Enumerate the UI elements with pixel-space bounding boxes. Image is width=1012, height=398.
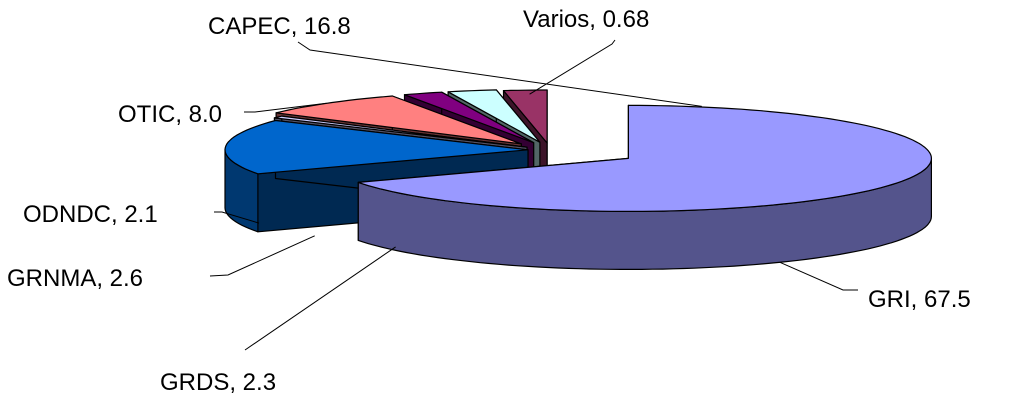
data-label-grnma: GRNMA, 2.6 [7, 265, 143, 292]
data-label-gri: GRI, 67.5 [868, 286, 971, 313]
slice-top-odndc [403, 91, 535, 144]
pie-slices [224, 89, 932, 270]
leader-line-capec [297, 41, 702, 107]
data-label-capec: CAPEC, 16.8 [208, 13, 351, 40]
slice-top-capec [224, 119, 529, 175]
leader-line-grnma [209, 235, 315, 277]
leader-line-otic [244, 102, 327, 113]
leader-line-odndc [214, 211, 260, 224]
slice-top-grds [502, 89, 548, 144]
leader-line-grds [244, 246, 396, 351]
slice-top-otic [275, 95, 522, 145]
slice-top-gri [357, 104, 932, 212]
data-label-odndc: ODNDC, 2.1 [23, 201, 158, 228]
data-label-varios: Varios, 0.68 [523, 6, 649, 33]
leader-lines [209, 39, 858, 351]
slice-top-varios [273, 115, 528, 148]
data-labels: GRI, 67.5 CAPEC, 16.8 Varios, 0.68 OTIC,… [7, 6, 971, 396]
leader-line-gri [779, 261, 858, 291]
data-label-otic: OTIC, 8.0 [118, 101, 222, 128]
slice-top-grnma [447, 89, 541, 143]
pie-slice-gri [357, 104, 932, 270]
data-label-grds: GRDS, 2.3 [160, 369, 276, 396]
leader-line-varios [529, 39, 616, 95]
